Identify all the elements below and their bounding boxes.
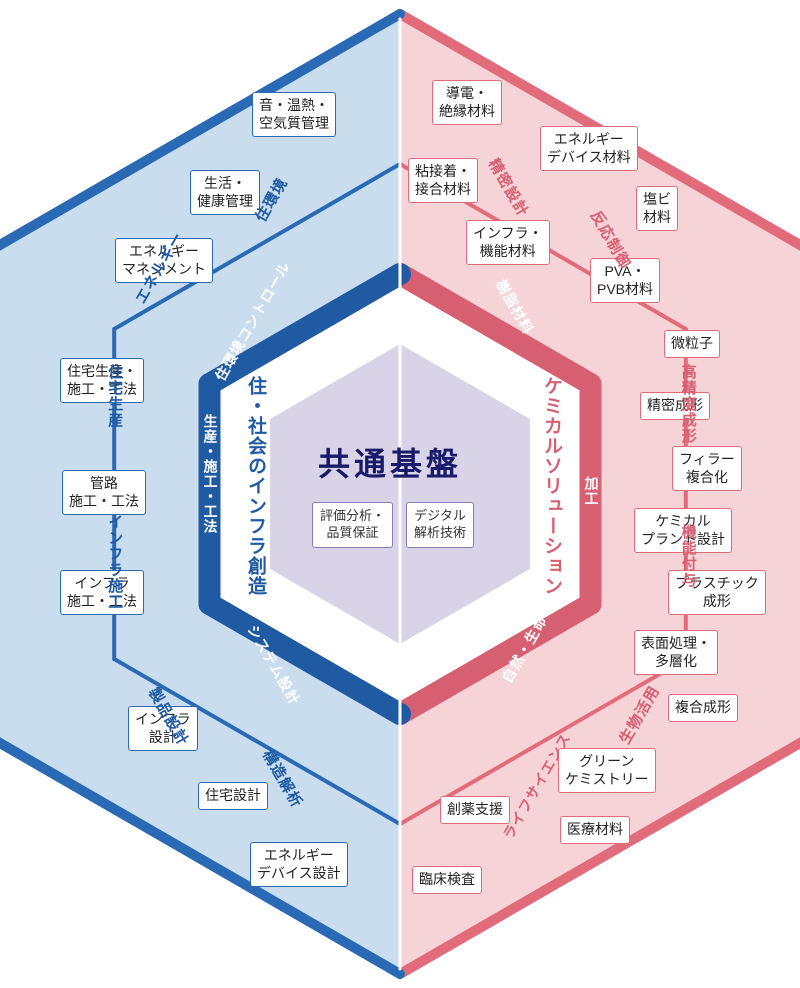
hexagon-diagram: { "geometry": { "cx": 400, "cy": 494, "r… [0,0,800,988]
mid-r-b: 機能付与 [678,524,699,588]
right-item-box: 医療材料 [560,816,630,844]
right-item-box: 微粒子 [664,330,720,358]
left-item-box: インフラ 施工・工法 [60,570,144,615]
left-item-box: 音・温熱・ 空気質管理 [252,92,336,137]
mid-l-b: インフラ施工 [104,514,125,610]
right-item-box: 精密成形 [640,392,710,420]
inner-label-r: 加工 [582,476,602,506]
center-box-qa: 評価分析・ 品質保証 [312,502,393,548]
right-item-box: 臨床検査 [412,866,482,894]
mid-l-a: 住宅生産 [104,364,125,428]
left-item-box: 住宅生産・ 施工・工法 [60,358,144,403]
left-item-box: 住宅設計 [198,782,268,810]
left-item-box: 生活・ 健康管理 [190,170,260,215]
right-item-box: 塩ビ 材料 [636,186,678,231]
right-item-box: グリーン ケミストリー [558,748,656,793]
left-item-box: 管路 施工・工法 [62,470,146,515]
right-item-box: エネルギー デバイス材料 [540,126,638,171]
right-item-box: 創薬支援 [440,796,510,824]
right-item-box: インフラ・ 機能材料 [466,220,550,265]
mid-r-a: 高精度成形 [678,364,699,444]
left-item-box: エネルギー デバイス設計 [250,842,348,887]
center-title: 共通基盤 [318,439,462,485]
center-box-digital: デジタル 解析技術 [406,502,474,548]
right-item-box: 複合成形 [668,694,738,722]
inner-title-left: 住・社会のインフラ創造 [242,376,269,596]
inner-label-l: 生産・施工・工法 [200,414,220,534]
right-item-box: 表面処理・ 多層化 [634,630,718,675]
inner-title-right: ケミカルソリューション [538,376,565,596]
right-item-box: フィラー 複合化 [672,446,742,491]
right-item-box: 粘接着・ 接合材料 [408,158,478,203]
right-item-box: 導電・ 絶縁材料 [432,80,502,125]
